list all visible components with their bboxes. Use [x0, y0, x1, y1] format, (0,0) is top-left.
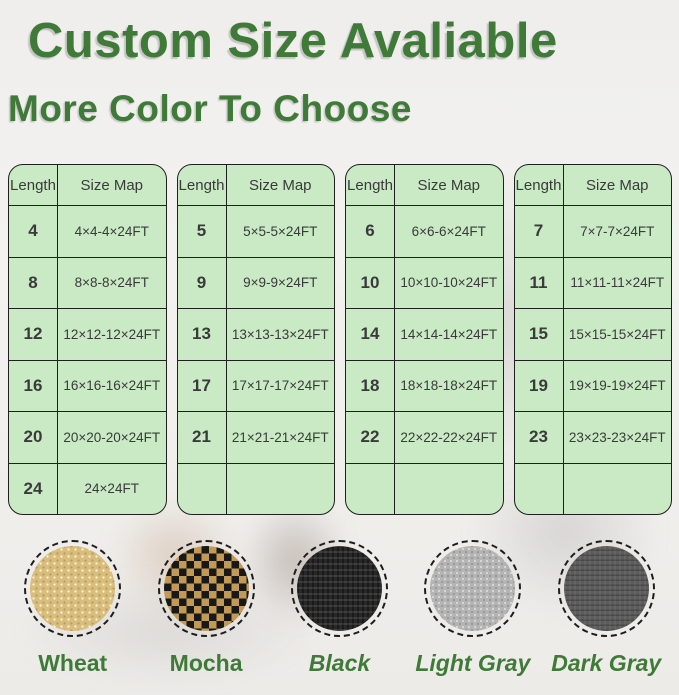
length-cell: 11 [514, 256, 564, 308]
size-cell: 4×4-4×24FT [58, 205, 166, 257]
size-cell: 21×21-21×24FT [226, 411, 334, 463]
length-cell: 12 [9, 308, 58, 360]
length-cell: 10 [346, 256, 395, 308]
size-table-3: Length Size Map 6 6×6-6×24FT 10 10×10-10×24FT… [345, 164, 504, 515]
length-cell [177, 462, 227, 514]
size-cell: 6×6-6×24FT [395, 205, 503, 257]
column-header-size-map: Size Map [248, 176, 312, 194]
length-cell: 8 [9, 256, 58, 308]
length-cell: 24 [9, 462, 58, 514]
color-swatch-lightgray: Light Gray [408, 540, 538, 677]
size-cell: 12×12-12×24FT [58, 308, 166, 360]
size-cell [563, 462, 671, 515]
fabric-sample-mocha [163, 546, 249, 631]
page-subtitle: More Color To Choose [8, 88, 412, 130]
size-cell: 8×8-8×24FT [58, 256, 166, 309]
length-cell: 15 [514, 308, 564, 360]
swatch-dashed-ring [157, 540, 255, 637]
page: Custom Size Avaliable More Color To Choo… [0, 14, 679, 676]
size-cell: 11×11-11×24FT [563, 256, 671, 309]
size-cell: 18×18-18×24FT [395, 359, 503, 412]
size-cell: 10×10-10×24FT [395, 256, 503, 309]
length-cell: 13 [177, 308, 227, 360]
page-title: Custom Size Avaliable [28, 14, 558, 68]
length-cell: 18 [346, 359, 395, 411]
size-table-2: Length Size Map 5 5×5-5×24FT 9 9×9-9×24FT 13 13… [176, 164, 335, 515]
fabric-sample-darkgray [563, 546, 649, 631]
size-cell: 9×9-9×24FT [226, 256, 334, 309]
swatch-dashed-ring [24, 540, 122, 637]
swatch-dashed-ring [290, 540, 388, 637]
length-cell: 9 [177, 256, 227, 308]
column-header-size-map: Size Map [417, 176, 481, 194]
size-cell: 17×17-17×24FT [226, 359, 334, 412]
column-header-size-map: Size Map [585, 176, 649, 194]
size-cell: 24×24FT [58, 462, 166, 515]
column-header-length: Length [346, 165, 395, 205]
fabric-sample-lightgray [430, 546, 516, 631]
length-cell [346, 462, 395, 514]
length-cell: 22 [346, 411, 395, 463]
size-tables: Length Size Map 4 4×4-4×24FT 8 8×8-8×24FT 12 12… [8, 164, 672, 515]
size-cell: 13×13-13×24FT [226, 308, 334, 360]
color-swatches: Wheat Mocha Black Light Gray Dark Gray [0, 540, 679, 677]
column-header-length: Length [178, 165, 227, 205]
length-cell: 16 [9, 359, 58, 411]
swatch-label: Mocha [169, 650, 243, 676]
size-cell: 16×16-16×24FT [58, 359, 166, 412]
length-cell: 21 [177, 411, 227, 463]
length-cell: 6 [346, 205, 395, 257]
length-cell: 17 [177, 359, 227, 411]
color-swatch-black: Black [274, 540, 404, 677]
column-header-size-map: Size Map [80, 176, 144, 194]
size-table-4: Length Size Map 7 7×7-7×24FT 11 11×11-11×24FT… [513, 164, 672, 515]
length-cell: 14 [346, 308, 395, 360]
column-header-length: Length [9, 165, 58, 205]
size-cell [226, 462, 334, 515]
swatch-label: Wheat [38, 650, 108, 676]
fabric-sample-wheat [30, 546, 116, 631]
column-header-length: Length [515, 165, 564, 205]
color-swatch-darkgray: Dark Gray [541, 540, 671, 677]
length-cell [514, 462, 564, 514]
fabric-sample-black [296, 546, 382, 631]
swatch-label: Dark Gray [551, 650, 662, 676]
length-cell: 23 [514, 411, 564, 463]
swatch-label: Black [308, 650, 371, 676]
size-cell: 7×7-7×24FT [563, 205, 671, 257]
size-cell: 14×14-14×24FT [395, 308, 503, 360]
length-cell: 5 [177, 205, 227, 257]
size-cell: 22×22-22×24FT [395, 411, 503, 463]
size-cell: 19×19-19×24FT [563, 359, 671, 412]
size-cell [395, 462, 503, 515]
length-cell: 4 [9, 205, 58, 257]
length-cell: 7 [514, 205, 564, 257]
size-cell: 5×5-5×24FT [226, 205, 334, 257]
color-swatch-mocha: Mocha [141, 540, 271, 677]
size-cell: 20×20-20×24FT [58, 411, 166, 463]
size-cell: 23×23-23×24FT [563, 411, 671, 463]
color-swatch-wheat: Wheat [8, 540, 138, 677]
size-table-1: Length Size Map 4 4×4-4×24FT 8 8×8-8×24FT 12 12… [8, 164, 167, 515]
length-cell: 20 [9, 411, 58, 463]
swatch-dashed-ring [557, 540, 655, 637]
swatch-dashed-ring [424, 540, 522, 637]
swatch-label: Light Gray [415, 650, 531, 676]
length-cell: 19 [514, 359, 564, 411]
size-cell: 15×15-15×24FT [563, 308, 671, 360]
